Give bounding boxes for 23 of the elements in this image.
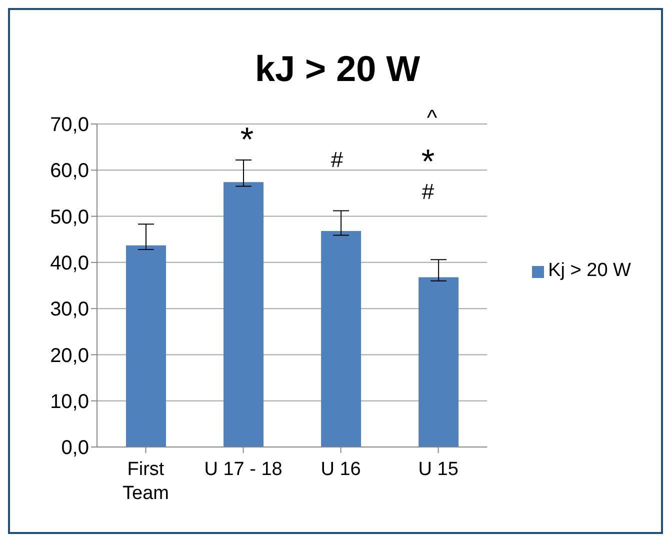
bar [224,182,264,447]
y-tick-label: 60,0 [50,160,89,182]
annotation: # [422,179,434,204]
annotation: * [240,121,254,159]
bar [321,231,362,447]
x-tick-label: U 16 [320,459,361,480]
annotation: # [330,147,344,172]
x-tick-label: U 15 [418,459,458,480]
y-tick-label: 0,0 [61,437,89,460]
y-tick-label: 40,0 [50,252,89,275]
bar [418,277,459,447]
y-tick-label: 70,0 [50,114,89,136]
y-tick-label: 30,0 [50,298,89,321]
bar [126,245,166,447]
y-tick-label: 50,0 [50,206,89,228]
y-tick-label: 20,0 [50,344,89,367]
y-tick-label: 10,0 [50,390,89,413]
annotation: * [421,143,435,181]
chart-title: kJ > 20 W [254,48,422,90]
annotation: ^ [426,105,438,130]
legend-label: Kj > 20 W [548,260,631,281]
x-tick-label: U 17 - 18 [204,459,282,480]
x-tick-label: First Team [122,459,169,504]
